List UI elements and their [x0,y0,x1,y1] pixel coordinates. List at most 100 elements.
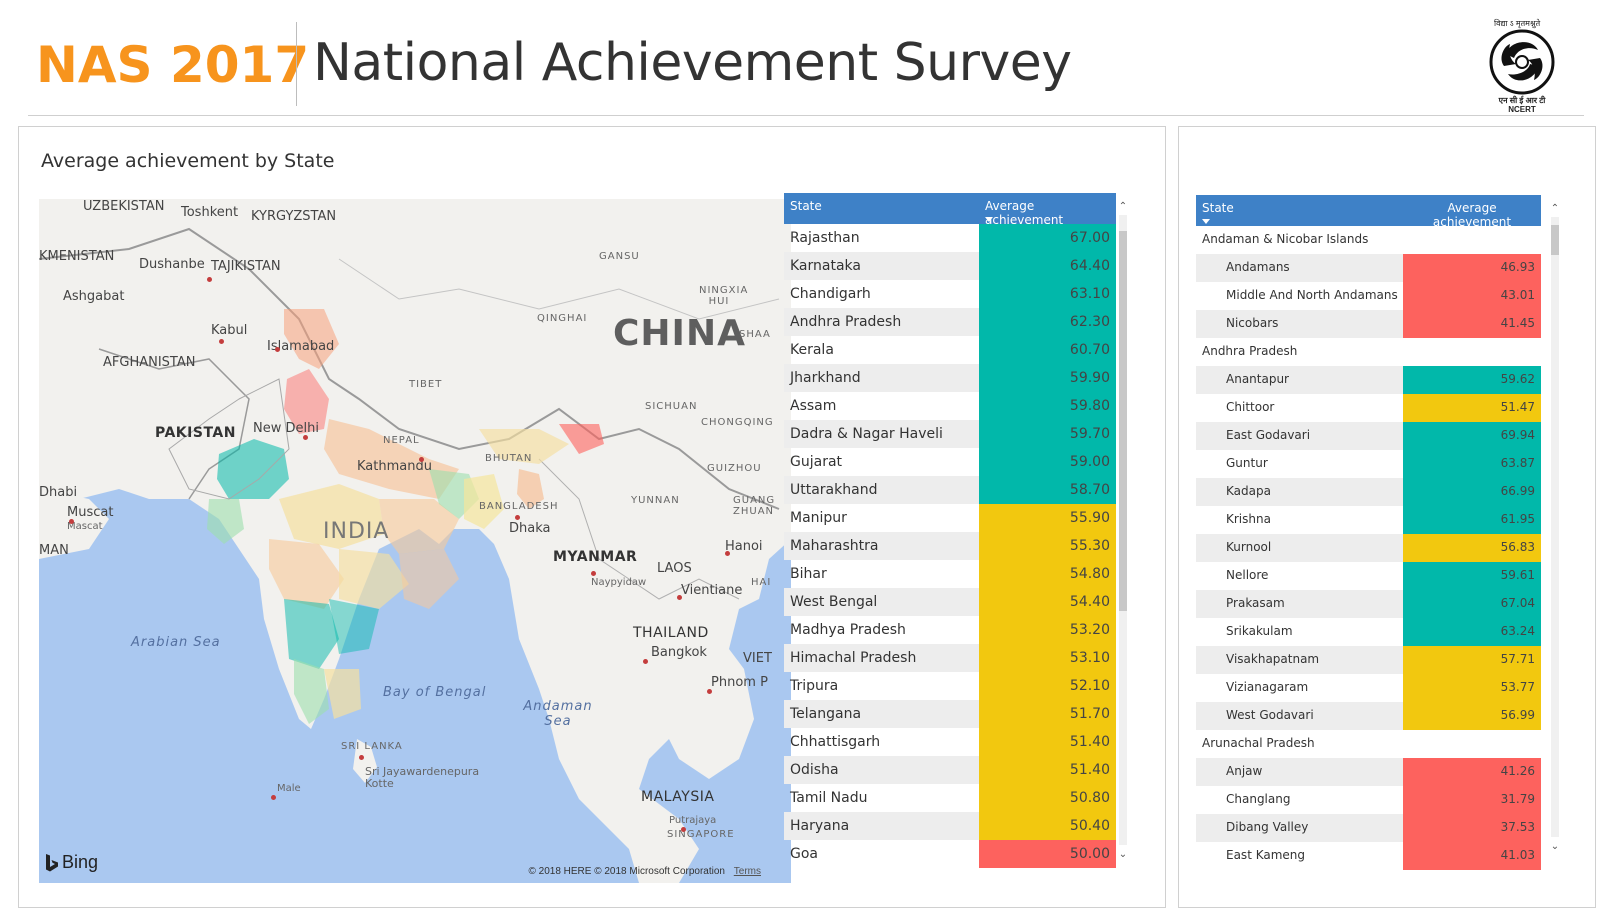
table-row[interactable]: Changlang 31.79 [1196,786,1541,814]
map-label-male: Male [277,783,301,794]
district-table: State Average achievement Andaman & Nico… [1196,195,1541,870]
city-marker [303,435,308,440]
map-label-bangladesh: BANGLADESH [479,501,559,512]
map-label-bangkok: Bangkok [651,645,707,660]
card-title: Average achievement by State [41,150,335,172]
table-row[interactable]: Srikakulam 63.24 [1196,618,1541,646]
table-row[interactable]: Kurnool 56.83 [1196,534,1541,562]
scroll-down-icon[interactable]: ⌄ [1550,841,1560,852]
achievement-value-cell: 56.83 [1403,534,1541,562]
table-row[interactable]: Nellore 59.61 [1196,562,1541,590]
achievement-value-cell: 50.00 [979,840,1116,868]
table-row[interactable]: Tripura 52.10 [784,672,1116,700]
table-row[interactable]: Middle And North Andamans 43.01 [1196,282,1541,310]
scroll-thumb[interactable] [1119,231,1127,611]
table-row[interactable]: East Kameng 41.03 [1196,842,1541,870]
scroll-up-icon[interactable]: ⌃ [1550,203,1560,214]
state-name-cell: Maharashtra [790,538,879,554]
table-row[interactable]: Andhra Pradesh 62.30 [784,308,1116,336]
column-header-state[interactable]: State [784,193,979,224]
table-row[interactable]: Jharkhand 59.90 [784,364,1116,392]
table-row[interactable]: Gujarat 59.00 [784,448,1116,476]
table-row[interactable]: West Bengal 54.40 [784,588,1116,616]
table-row[interactable]: West Godavari 56.99 [1196,702,1541,730]
table-row[interactable]: Andamans 46.93 [1196,254,1541,282]
table-row[interactable]: Rajasthan 67.00 [784,224,1116,252]
table-row[interactable]: Chittoor 51.47 [1196,394,1541,422]
column-header-average[interactable]: Average achievement [1403,195,1541,229]
scroll-track[interactable] [1551,217,1559,837]
header-rule [28,115,1584,116]
map-label-india: INDIA [323,519,390,544]
table-row[interactable]: Chhattisgarh 51.40 [784,728,1116,756]
table-row[interactable]: Anjaw 41.26 [1196,758,1541,786]
column-header-average[interactable]: Average achievement [979,193,1116,227]
table-row[interactable]: Chandigarh 63.10 [784,280,1116,308]
terms-link[interactable]: Terms [733,866,761,877]
table-group-row[interactable]: Arunachal Pradesh [1196,730,1541,758]
table-row[interactable]: Karnataka 64.40 [784,252,1116,280]
district-name-cell: Changlang [1226,792,1291,806]
state-name-cell: Kerala [790,342,834,358]
table-row[interactable]: Manipur 55.90 [784,504,1116,532]
scroll-thumb[interactable] [1551,225,1559,255]
table-row[interactable]: Maharashtra 55.30 [784,532,1116,560]
table-row[interactable]: Dadra & Nagar Haveli 59.70 [784,420,1116,448]
achievement-value-cell: 56.99 [1403,702,1541,730]
achievement-value-cell: 63.10 [979,280,1116,308]
state-name-cell: Gujarat [790,454,843,470]
table-row[interactable]: Telangana 51.70 [784,700,1116,728]
table-row[interactable]: Nicobars 41.45 [1196,310,1541,338]
state-table-scrollbar[interactable]: ⌃ ⌄ [1117,201,1129,861]
map-label-myanmar: MYANMAR [553,549,638,565]
table-row[interactable]: Kerala 60.70 [784,336,1116,364]
table-row[interactable]: East Godavari 69.94 [1196,422,1541,450]
table-header: State Average achievement [1196,195,1541,229]
district-table-scrollbar[interactable]: ⌃ ⌄ [1549,203,1561,853]
table-row[interactable]: Dibang Valley 37.53 [1196,814,1541,842]
map-label-tajikistan: TAJIKISTAN [211,259,281,274]
map-label-kabul: Kabul [211,323,248,338]
table-row[interactable]: Goa 50.00 [784,840,1116,868]
table-row[interactable]: Haryana 50.40 [784,812,1116,840]
column-header-label: Average achievement [985,199,1064,227]
table-row[interactable]: Visakhapatnam 57.71 [1196,646,1541,674]
scroll-down-icon[interactable]: ⌄ [1118,849,1128,860]
table-row[interactable]: Assam 59.80 [784,392,1116,420]
brand-title: NAS 2017 [36,36,310,94]
state-name-cell: Assam [790,398,837,414]
achievement-value-cell: 57.71 [1403,646,1541,674]
table-row[interactable]: Anantapur 59.62 [1196,366,1541,394]
table-row[interactable]: Krishna 61.95 [1196,506,1541,534]
table-row[interactable]: Himachal Pradesh 53.10 [784,644,1116,672]
choropleth-map[interactable]: UZBEKISTAN Toshkent KYRGYZSTAN KMENISTAN… [39,199,791,883]
table-row[interactable]: Vizianagaram 53.77 [1196,674,1541,702]
table-row[interactable]: Kadapa 66.99 [1196,478,1541,506]
district-name-cell: Dibang Valley [1226,820,1309,834]
achievement-value-cell: 55.30 [979,532,1116,560]
district-name-cell: Middle And North Andamans [1226,288,1398,302]
state-name-cell: Telangana [790,706,862,722]
achievement-value-cell: 51.40 [979,728,1116,756]
achievement-value-cell: 61.95 [1403,506,1541,534]
column-header-state[interactable]: State [1196,195,1403,226]
sort-asc-icon [1202,219,1210,224]
achievement-value-cell: 53.20 [979,616,1116,644]
map-label-turkmenistan: KMENISTAN [39,249,115,264]
scroll-up-icon[interactable]: ⌃ [1118,201,1128,212]
table-row[interactable]: Prakasam 67.04 [1196,590,1541,618]
table-group-row[interactable]: Andhra Pradesh [1196,338,1541,366]
table-row[interactable]: Madhya Pradesh 53.20 [784,616,1116,644]
map-label-hai: HAI [751,577,772,588]
table-row[interactable]: Bihar 54.80 [784,560,1116,588]
table-row[interactable]: Uttarakhand 58.70 [784,476,1116,504]
table-row[interactable]: Odisha 51.40 [784,756,1116,784]
table-group-row[interactable]: Andaman & Nicobar Islands [1196,226,1541,254]
table-row[interactable]: Guntur 63.87 [1196,450,1541,478]
map-label-guizhou: GUIZHOU [707,463,762,474]
map-label-yunnan: YUNNAN [631,495,680,506]
map-label-islamabad: Islamabad [267,339,335,354]
table-row[interactable]: Tamil Nadu 50.80 [784,784,1116,812]
bing-logo[interactable]: Bing [45,852,98,873]
map-label-putrajaya: Putrajaya [669,815,717,826]
